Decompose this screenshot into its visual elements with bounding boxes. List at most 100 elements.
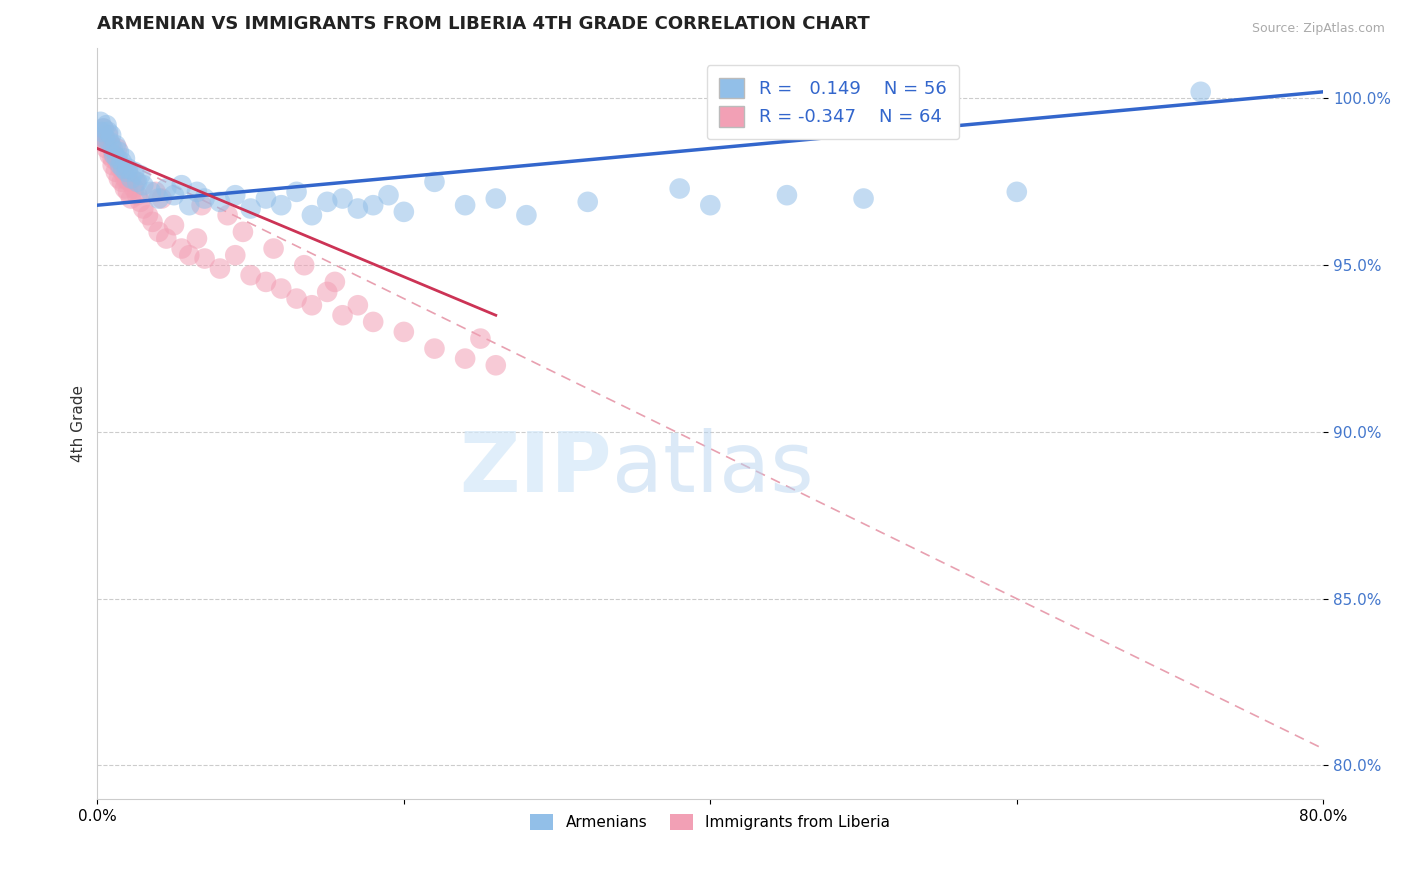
Point	[94, 131, 117, 145]
Point	[186, 231, 208, 245]
Point	[285, 185, 308, 199]
Point	[485, 358, 508, 372]
Y-axis label: 4th Grade: 4th Grade	[72, 385, 86, 462]
Point	[423, 342, 446, 356]
Point	[96, 141, 118, 155]
Point	[107, 171, 129, 186]
Point	[114, 181, 136, 195]
Point	[155, 231, 177, 245]
Point	[122, 181, 145, 195]
Point	[347, 202, 370, 216]
Point	[316, 194, 339, 209]
Point	[115, 171, 138, 186]
Point	[423, 175, 446, 189]
Point	[103, 148, 125, 162]
Point	[112, 165, 135, 179]
Legend: Armenians, Immigrants from Liberia: Armenians, Immigrants from Liberia	[524, 808, 897, 836]
Point	[194, 192, 217, 206]
Point	[179, 198, 201, 212]
Point	[148, 225, 170, 239]
Point	[485, 192, 508, 206]
Point	[332, 192, 354, 206]
Point	[105, 141, 128, 155]
Point	[110, 158, 132, 172]
Point	[129, 168, 152, 182]
Point	[270, 198, 292, 212]
Point	[217, 208, 239, 222]
Point	[292, 258, 315, 272]
Point	[124, 175, 146, 189]
Point	[136, 208, 159, 222]
Point	[170, 242, 193, 256]
Point	[224, 188, 246, 202]
Point	[105, 154, 128, 169]
Point	[117, 165, 139, 179]
Point	[1005, 185, 1028, 199]
Point	[105, 152, 128, 166]
Point	[94, 131, 117, 145]
Point	[852, 192, 875, 206]
Point	[668, 181, 690, 195]
Point	[194, 252, 217, 266]
Point	[208, 261, 231, 276]
Point	[1189, 85, 1212, 99]
Point	[122, 165, 145, 179]
Point	[100, 128, 122, 143]
Point	[150, 192, 173, 206]
Point	[190, 198, 212, 212]
Text: ZIP: ZIP	[460, 428, 612, 509]
Point	[316, 285, 339, 299]
Point	[114, 152, 136, 166]
Point	[129, 194, 152, 209]
Point	[179, 248, 201, 262]
Point	[392, 205, 415, 219]
Point	[232, 225, 254, 239]
Point	[98, 148, 121, 162]
Point	[301, 208, 323, 222]
Point	[263, 242, 285, 256]
Point	[91, 125, 114, 139]
Point	[120, 192, 142, 206]
Point	[93, 121, 115, 136]
Point	[112, 161, 135, 176]
Point	[392, 325, 415, 339]
Point	[89, 115, 111, 129]
Point	[94, 131, 117, 145]
Point	[361, 198, 384, 212]
Point	[323, 275, 346, 289]
Point	[254, 192, 277, 206]
Point	[132, 178, 155, 193]
Point	[208, 194, 231, 209]
Point	[107, 145, 129, 159]
Point	[93, 121, 115, 136]
Point	[141, 215, 163, 229]
Point	[148, 192, 170, 206]
Point	[101, 141, 124, 155]
Text: Source: ZipAtlas.com: Source: ZipAtlas.com	[1251, 22, 1385, 36]
Point	[101, 158, 124, 172]
Point	[139, 185, 162, 199]
Point	[186, 185, 208, 199]
Point	[100, 138, 122, 153]
Point	[97, 128, 120, 143]
Point	[127, 188, 149, 202]
Point	[97, 125, 120, 139]
Point	[699, 198, 721, 212]
Point	[101, 152, 124, 166]
Point	[118, 175, 141, 189]
Point	[224, 248, 246, 262]
Point	[111, 154, 134, 169]
Point	[270, 282, 292, 296]
Point	[576, 194, 599, 209]
Point	[117, 185, 139, 199]
Point	[163, 188, 186, 202]
Point	[515, 208, 537, 222]
Point	[98, 135, 121, 149]
Point	[239, 268, 262, 283]
Point	[454, 351, 477, 366]
Point	[170, 178, 193, 193]
Point	[111, 175, 134, 189]
Point	[377, 188, 399, 202]
Point	[163, 218, 186, 232]
Point	[120, 171, 142, 186]
